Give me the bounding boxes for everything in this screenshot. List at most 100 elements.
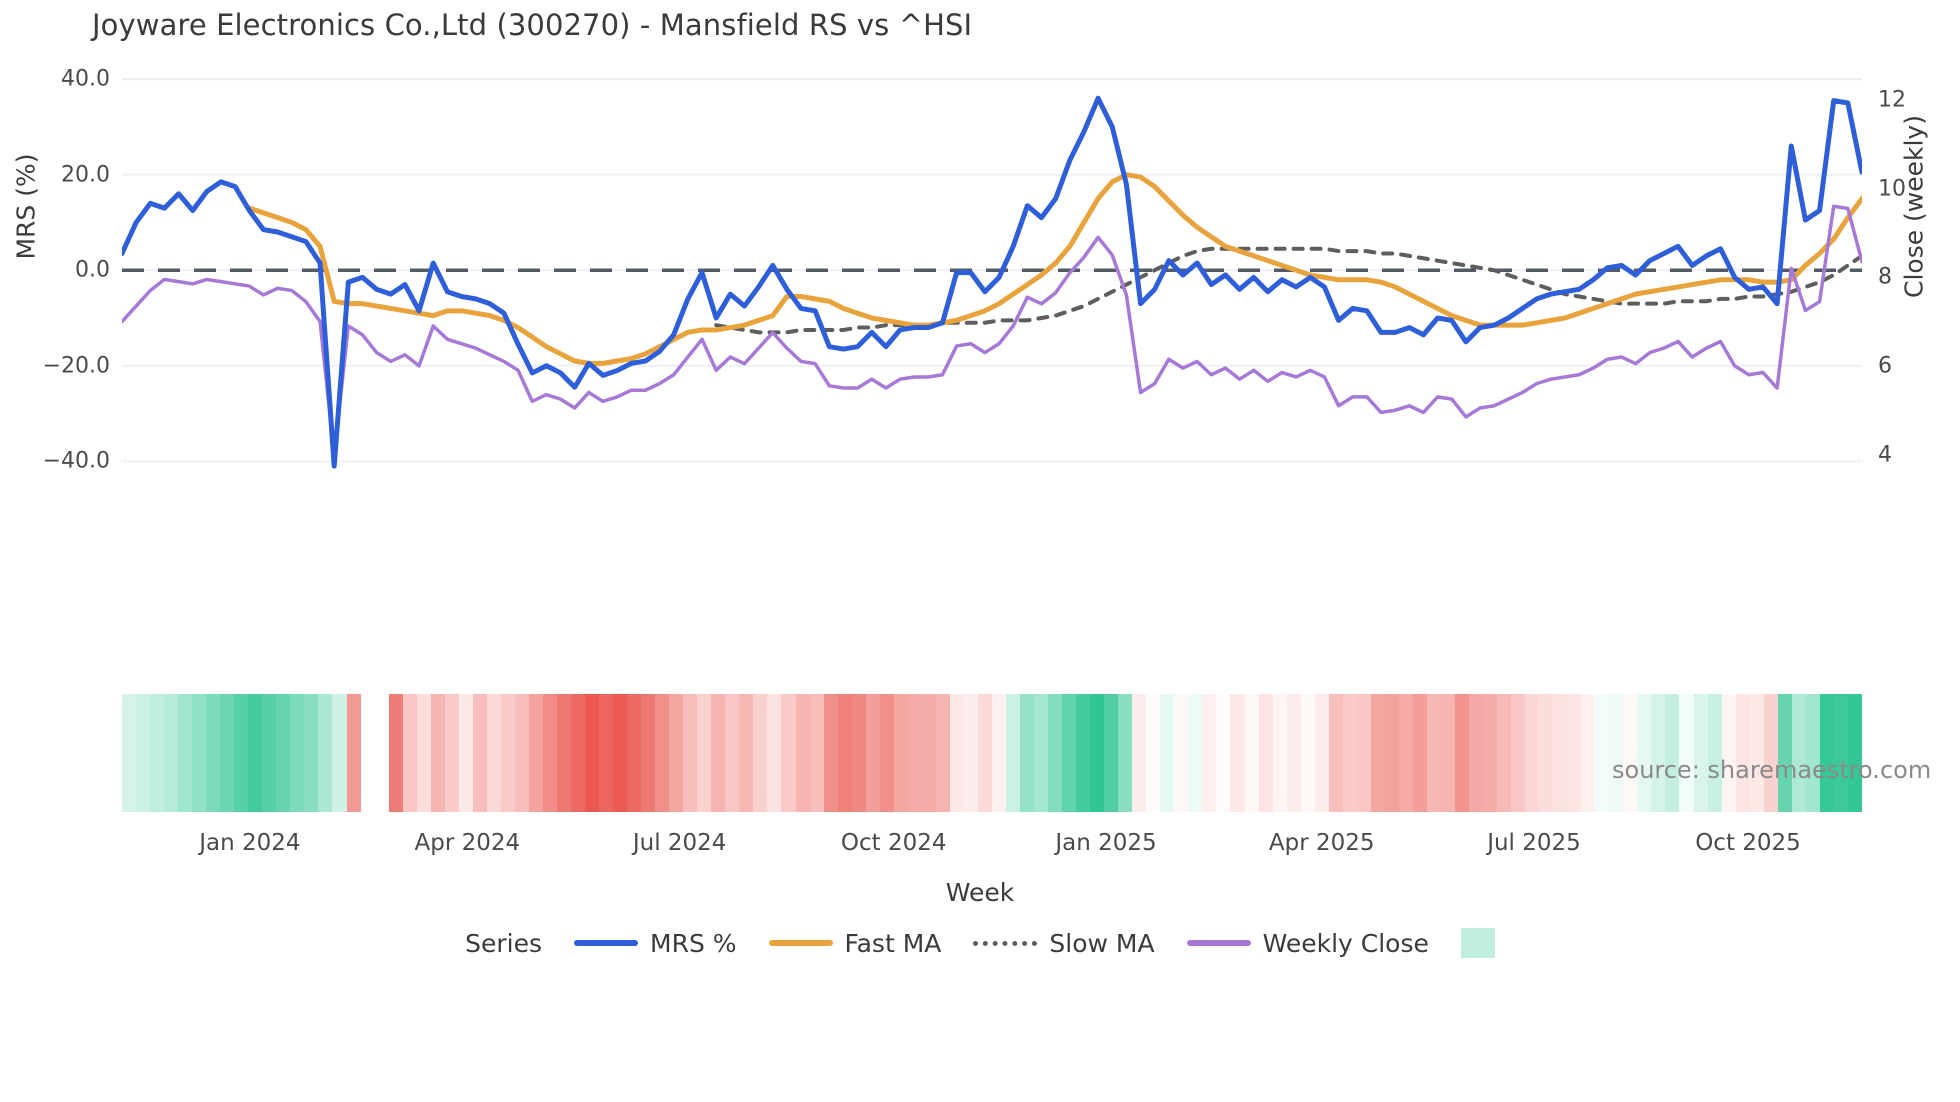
heatmap-cell bbox=[402, 694, 417, 812]
y-tick-right: 12 bbox=[1878, 87, 1906, 113]
heatmap-cell bbox=[949, 694, 964, 812]
y-tick-left: 20.0 bbox=[61, 162, 110, 188]
legend-item[interactable]: MRS % bbox=[574, 929, 737, 958]
heatmap-cell bbox=[1370, 694, 1385, 812]
heatmap-cell bbox=[1090, 694, 1105, 812]
heatmap-cell bbox=[1174, 694, 1189, 812]
heatmap-cell bbox=[1805, 694, 1820, 812]
heatmap-cell bbox=[1342, 694, 1357, 812]
heatmap-cell bbox=[1005, 694, 1020, 812]
heatmap-cell bbox=[1300, 694, 1315, 812]
heatmap-cell bbox=[332, 694, 347, 812]
heatmap-cell bbox=[1511, 694, 1526, 812]
heatmap-cell bbox=[865, 694, 880, 812]
legend-item[interactable]: Weekly Close bbox=[1186, 929, 1429, 958]
heatmap-cell bbox=[486, 694, 501, 812]
x-tick: Jan 2024 bbox=[199, 830, 301, 856]
heatmap-cell bbox=[556, 694, 571, 812]
heatmap-cell bbox=[1412, 694, 1427, 812]
x-tick: Apr 2024 bbox=[414, 830, 521, 856]
heatmap-cell bbox=[1693, 694, 1708, 812]
chart-title: Joyware Electronics Co.,Ltd (300270) - M… bbox=[92, 8, 973, 42]
x-tick: Apr 2025 bbox=[1268, 830, 1375, 856]
heatmap-cell bbox=[1454, 694, 1469, 812]
heatmap-cell bbox=[1819, 694, 1834, 812]
heatmap-cell bbox=[1328, 694, 1343, 812]
y-tick-left: −40.0 bbox=[42, 448, 110, 474]
heatmap-cell bbox=[1469, 694, 1484, 812]
heatmap-cell bbox=[1146, 694, 1161, 812]
heatmap-cell bbox=[921, 694, 936, 812]
heatmap-cell bbox=[1553, 694, 1568, 812]
x-tick: Jul 2024 bbox=[632, 830, 727, 856]
heatmap-cell bbox=[1707, 694, 1722, 812]
heatmap-cell bbox=[879, 694, 894, 812]
heatmap-cell bbox=[1735, 694, 1750, 812]
x-axis-label: Week bbox=[945, 878, 1015, 907]
heatmap-cell bbox=[122, 694, 137, 812]
heatmap-cell bbox=[500, 694, 515, 812]
heatmap-cell bbox=[220, 694, 235, 812]
legend-item[interactable]: Fast MA bbox=[768, 929, 941, 958]
heatmap-cell bbox=[1847, 694, 1862, 812]
heatmap-cell bbox=[304, 694, 319, 812]
series-line-weekly-close bbox=[120, 204, 1864, 457]
heatmap-cell bbox=[1595, 694, 1610, 812]
heatmap-cell bbox=[1202, 694, 1217, 812]
heatmap-cell bbox=[388, 694, 403, 812]
heatmap-cell bbox=[276, 694, 291, 812]
heatmap-cell bbox=[1062, 694, 1077, 812]
heatmap-cell bbox=[1623, 694, 1638, 812]
heatmap-cell bbox=[1567, 694, 1582, 812]
heatmap-cell bbox=[991, 694, 1006, 812]
legend-item[interactable] bbox=[1460, 928, 1495, 958]
heatmap-cell bbox=[1539, 694, 1554, 812]
heatmap-cell bbox=[248, 694, 263, 812]
heatmap-cell bbox=[781, 694, 796, 812]
heatmap-cell bbox=[1076, 694, 1091, 812]
heatmap-cell bbox=[1777, 694, 1792, 812]
heatmap-cell bbox=[655, 694, 670, 812]
heatmap-cell bbox=[893, 694, 908, 812]
heatmap-cell bbox=[1581, 694, 1596, 812]
heatmap-cell bbox=[528, 694, 543, 812]
heatmap-cell bbox=[1188, 694, 1203, 812]
heatmap-cell bbox=[1272, 694, 1287, 812]
heatmap-cell bbox=[514, 694, 529, 812]
heatmap-cell bbox=[1286, 694, 1301, 812]
heatmap-cell bbox=[571, 694, 586, 812]
heatmap-cell bbox=[697, 694, 712, 812]
heatmap-cell bbox=[977, 694, 992, 812]
heatmap-cell bbox=[613, 694, 628, 812]
series-line-mrs- bbox=[119, 95, 1865, 469]
heatmap-cell bbox=[599, 694, 614, 812]
legend-color-box-icon bbox=[1460, 928, 1495, 958]
x-tick: Jul 2025 bbox=[1487, 830, 1581, 856]
heatmap-cell bbox=[1791, 694, 1806, 812]
y-tick-right: 10 bbox=[1878, 176, 1906, 202]
heatmap-cell bbox=[1483, 694, 1498, 812]
heatmap-cell bbox=[1118, 694, 1133, 812]
heatmap-cell bbox=[444, 694, 459, 812]
heatmap-cell bbox=[416, 694, 431, 812]
heatmap-cell bbox=[1048, 694, 1063, 812]
plot-area bbox=[119, 60, 1893, 490]
legend-item-label: Slow MA bbox=[1049, 928, 1155, 958]
heatmap-cell bbox=[1679, 694, 1694, 812]
heatmap-cell bbox=[767, 694, 782, 812]
heatmap-cell bbox=[1258, 694, 1273, 812]
heatmap-cell bbox=[1426, 694, 1441, 812]
heatmap-cell bbox=[1356, 694, 1371, 812]
heatmap-cell bbox=[851, 694, 866, 812]
legend-title: Series bbox=[465, 928, 543, 958]
heatmap-cell bbox=[1160, 694, 1175, 812]
heatmap-cell bbox=[935, 694, 950, 812]
legend-solid-line-icon bbox=[1186, 940, 1251, 946]
heatmap-cell bbox=[542, 694, 557, 812]
legend-item[interactable]: Slow MA bbox=[973, 928, 1155, 958]
heatmap-cell bbox=[907, 694, 922, 812]
heatmap-cell bbox=[1034, 694, 1049, 812]
heatmap-cell bbox=[1384, 694, 1399, 812]
heatmap-cell bbox=[711, 694, 726, 812]
heatmap-cell bbox=[430, 694, 445, 812]
